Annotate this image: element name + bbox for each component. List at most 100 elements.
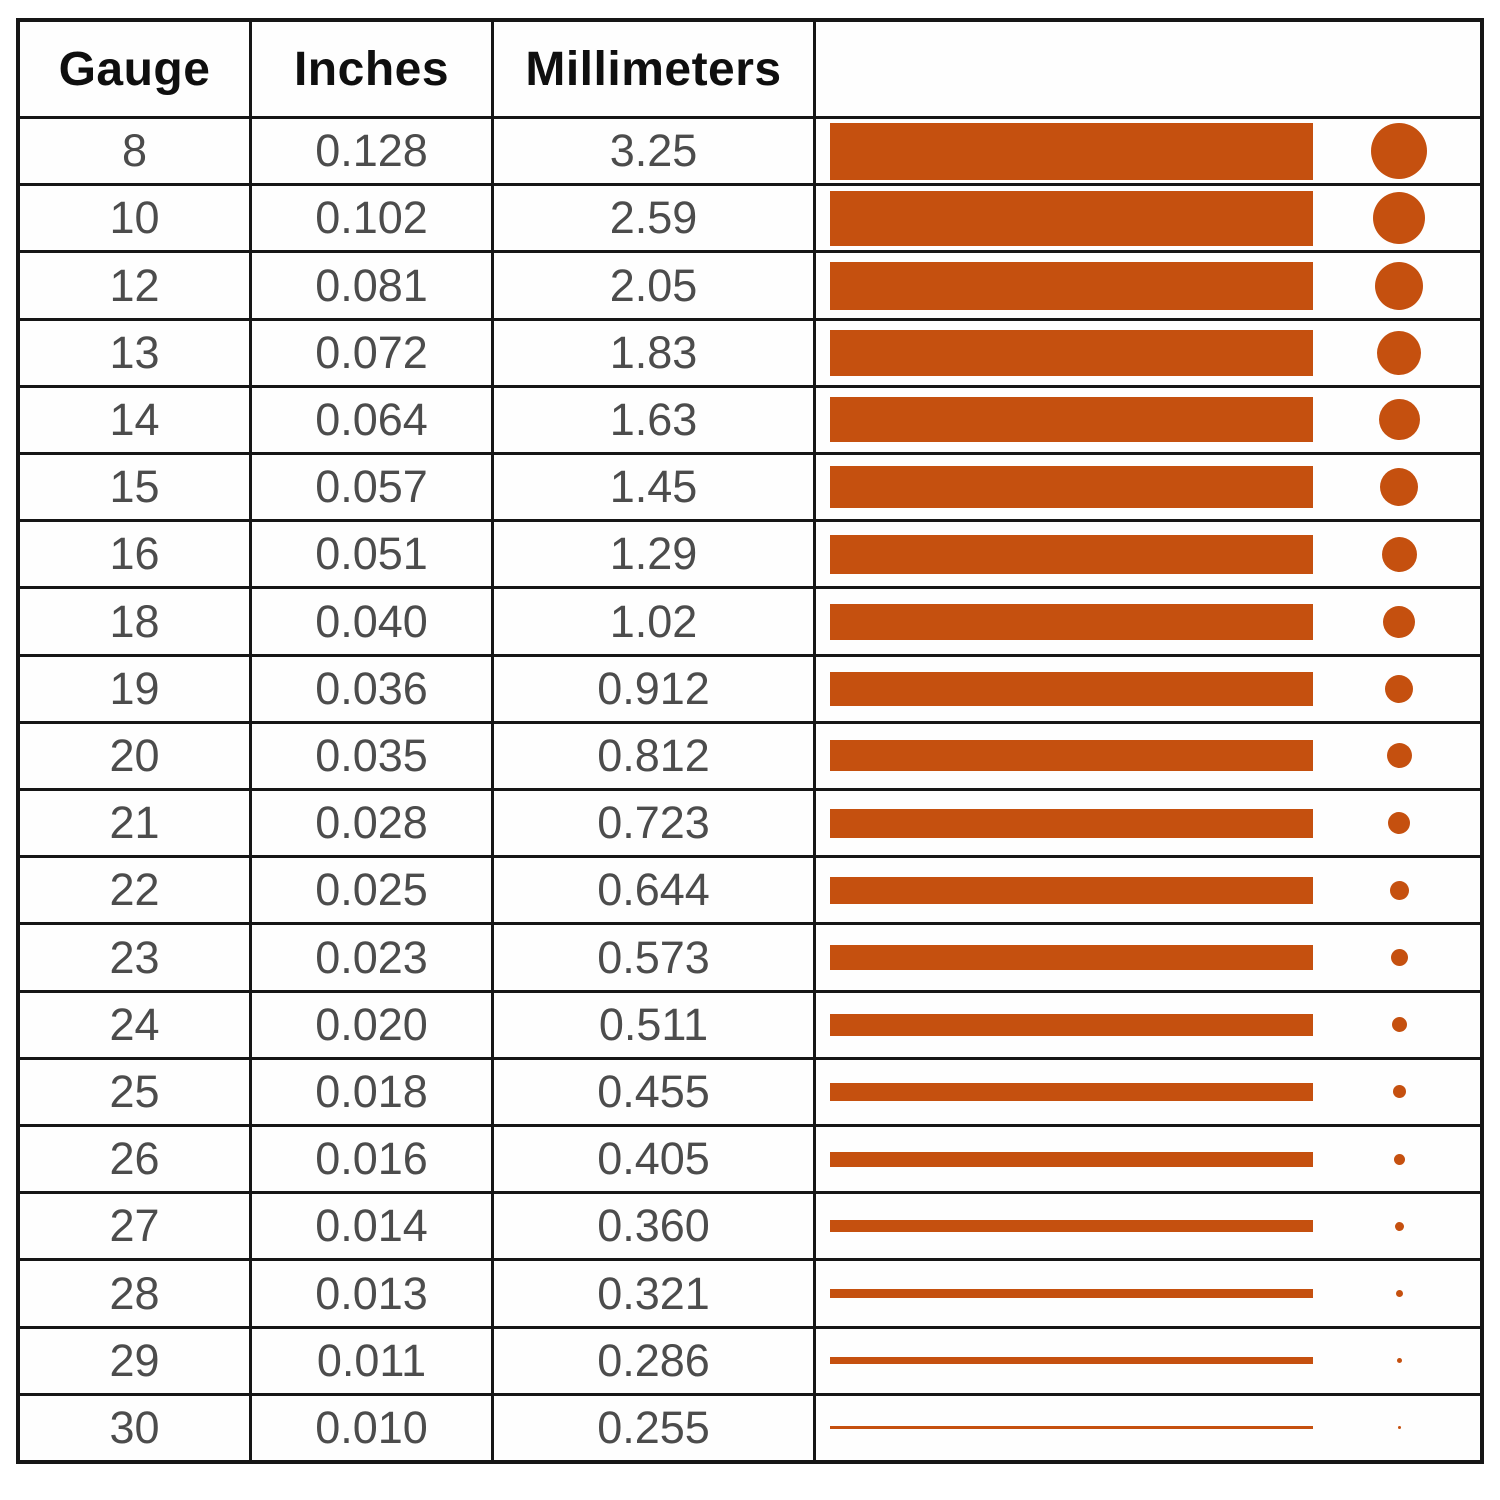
header-gauge: Gauge xyxy=(20,22,252,116)
inches-value: 0.010 xyxy=(252,1395,494,1461)
gauge-value: 12 xyxy=(20,253,252,318)
table-row: 30 0.010 0.255 xyxy=(20,1392,1480,1461)
inches-value: 0.057 xyxy=(252,455,494,520)
wire-thickness-bar xyxy=(830,876,1313,904)
wire-dot-wrap xyxy=(1370,1329,1428,1393)
wire-dot-wrap xyxy=(1370,1261,1428,1325)
wire-thickness-bar xyxy=(830,397,1313,443)
inches-value: 0.102 xyxy=(252,186,494,251)
wire-gauge-table: Gauge Inches Millimeters 8 0.128 3.25 10 0.1… xyxy=(16,18,1484,1464)
millimeters-value: 0.912 xyxy=(494,656,816,721)
millimeters-value: 1.29 xyxy=(494,522,816,587)
wire-visual-cell xyxy=(816,1194,1480,1258)
wire-diameter-dot xyxy=(1389,880,1409,900)
gauge-value: 15 xyxy=(20,455,252,520)
table-row: 22 0.025 0.644 xyxy=(20,855,1480,923)
wire-thickness-bar xyxy=(830,808,1313,838)
gauge-value: 18 xyxy=(20,589,252,654)
gauge-value: 22 xyxy=(20,858,252,923)
gauge-value: 10 xyxy=(20,186,252,251)
wire-visual-cell xyxy=(816,1396,1480,1460)
inches-value: 0.128 xyxy=(252,119,494,184)
inches-value: 0.023 xyxy=(252,925,494,990)
gauge-value: 13 xyxy=(20,320,252,385)
wire-thickness-bar xyxy=(830,1151,1313,1167)
inches-value: 0.020 xyxy=(252,992,494,1057)
wire-thickness-bar xyxy=(830,466,1313,509)
wire-diameter-dot xyxy=(1377,330,1421,375)
table-row: 25 0.018 0.455 xyxy=(20,1056,1480,1125)
gauge-value: 16 xyxy=(20,522,252,587)
table-row: 29 0.011 0.286 xyxy=(20,1325,1480,1393)
wire-visual-cell xyxy=(816,186,1480,250)
inches-value: 0.081 xyxy=(252,253,494,318)
gauge-value: 27 xyxy=(20,1194,252,1259)
wire-dot-wrap xyxy=(1370,993,1428,1057)
millimeters-value: 0.286 xyxy=(494,1328,816,1393)
table-row: 23 0.023 0.573 xyxy=(20,922,1480,990)
wire-dot-wrap xyxy=(1370,1396,1428,1460)
wire-visual-cell xyxy=(816,858,1480,922)
gauge-value: 8 xyxy=(20,119,252,184)
inches-value: 0.013 xyxy=(252,1261,494,1326)
table-header-row: Gauge Inches Millimeters xyxy=(20,22,1480,116)
wire-visual-cell xyxy=(816,1060,1480,1124)
header-visual-empty xyxy=(816,22,1480,116)
wire-thickness-bar xyxy=(830,1013,1313,1036)
wire-thickness-bar xyxy=(830,1289,1313,1299)
table-row: 10 0.102 2.59 xyxy=(20,183,1480,251)
wire-diameter-dot xyxy=(1396,1358,1402,1364)
millimeters-value: 0.455 xyxy=(494,1059,816,1125)
wire-visual-cell xyxy=(816,455,1480,519)
millimeters-value: 1.45 xyxy=(494,455,816,520)
wire-diameter-dot xyxy=(1397,1426,1401,1430)
wire-visual-cell xyxy=(816,253,1480,317)
wire-thickness-bar xyxy=(830,671,1313,706)
millimeters-value: 0.573 xyxy=(494,925,816,990)
inches-value: 0.064 xyxy=(252,387,494,453)
gauge-value: 20 xyxy=(20,723,252,789)
wire-thickness-bar xyxy=(830,261,1313,310)
gauge-value: 26 xyxy=(20,1127,252,1192)
millimeters-value: 0.321 xyxy=(494,1261,816,1326)
inches-value: 0.011 xyxy=(252,1328,494,1393)
inches-value: 0.036 xyxy=(252,656,494,721)
table-row: 16 0.051 1.29 xyxy=(20,519,1480,587)
millimeters-value: 0.255 xyxy=(494,1395,816,1461)
inches-value: 0.014 xyxy=(252,1194,494,1259)
wire-visual-cell xyxy=(816,119,1480,183)
wire-dot-wrap xyxy=(1370,858,1428,922)
gauge-value: 30 xyxy=(20,1395,252,1461)
table-row: 27 0.014 0.360 xyxy=(20,1191,1480,1259)
wire-dot-wrap xyxy=(1370,1060,1428,1124)
wire-visual-cell xyxy=(816,993,1480,1057)
millimeters-value: 0.723 xyxy=(494,791,816,856)
table-row: 20 0.035 0.812 xyxy=(20,720,1480,789)
wire-thickness-bar xyxy=(830,945,1313,971)
wire-dot-wrap xyxy=(1370,657,1428,721)
wire-visual-cell xyxy=(816,925,1480,989)
wire-dot-wrap xyxy=(1370,388,1428,452)
wire-visual-cell xyxy=(816,589,1480,653)
table-row: 28 0.013 0.321 xyxy=(20,1258,1480,1326)
gauge-value: 14 xyxy=(20,387,252,453)
wire-visual-cell xyxy=(816,657,1480,721)
gauge-value: 28 xyxy=(20,1261,252,1326)
table-row: 26 0.016 0.405 xyxy=(20,1124,1480,1192)
wire-dot-wrap xyxy=(1370,321,1428,385)
inches-value: 0.072 xyxy=(252,320,494,385)
gauge-value: 19 xyxy=(20,656,252,721)
table-row: 18 0.040 1.02 xyxy=(20,586,1480,654)
wire-thickness-bar xyxy=(830,1426,1313,1430)
wire-diameter-dot xyxy=(1393,1153,1405,1165)
wire-dot-wrap xyxy=(1370,455,1428,519)
gauge-value: 24 xyxy=(20,992,252,1057)
wire-visual-cell xyxy=(816,388,1480,452)
inches-value: 0.040 xyxy=(252,589,494,654)
wire-diameter-dot xyxy=(1371,123,1427,180)
gauge-value: 21 xyxy=(20,791,252,856)
wire-thickness-bar xyxy=(830,740,1313,772)
inches-value: 0.016 xyxy=(252,1127,494,1192)
wire-dot-wrap xyxy=(1370,1194,1428,1258)
wire-diameter-dot xyxy=(1375,261,1423,310)
